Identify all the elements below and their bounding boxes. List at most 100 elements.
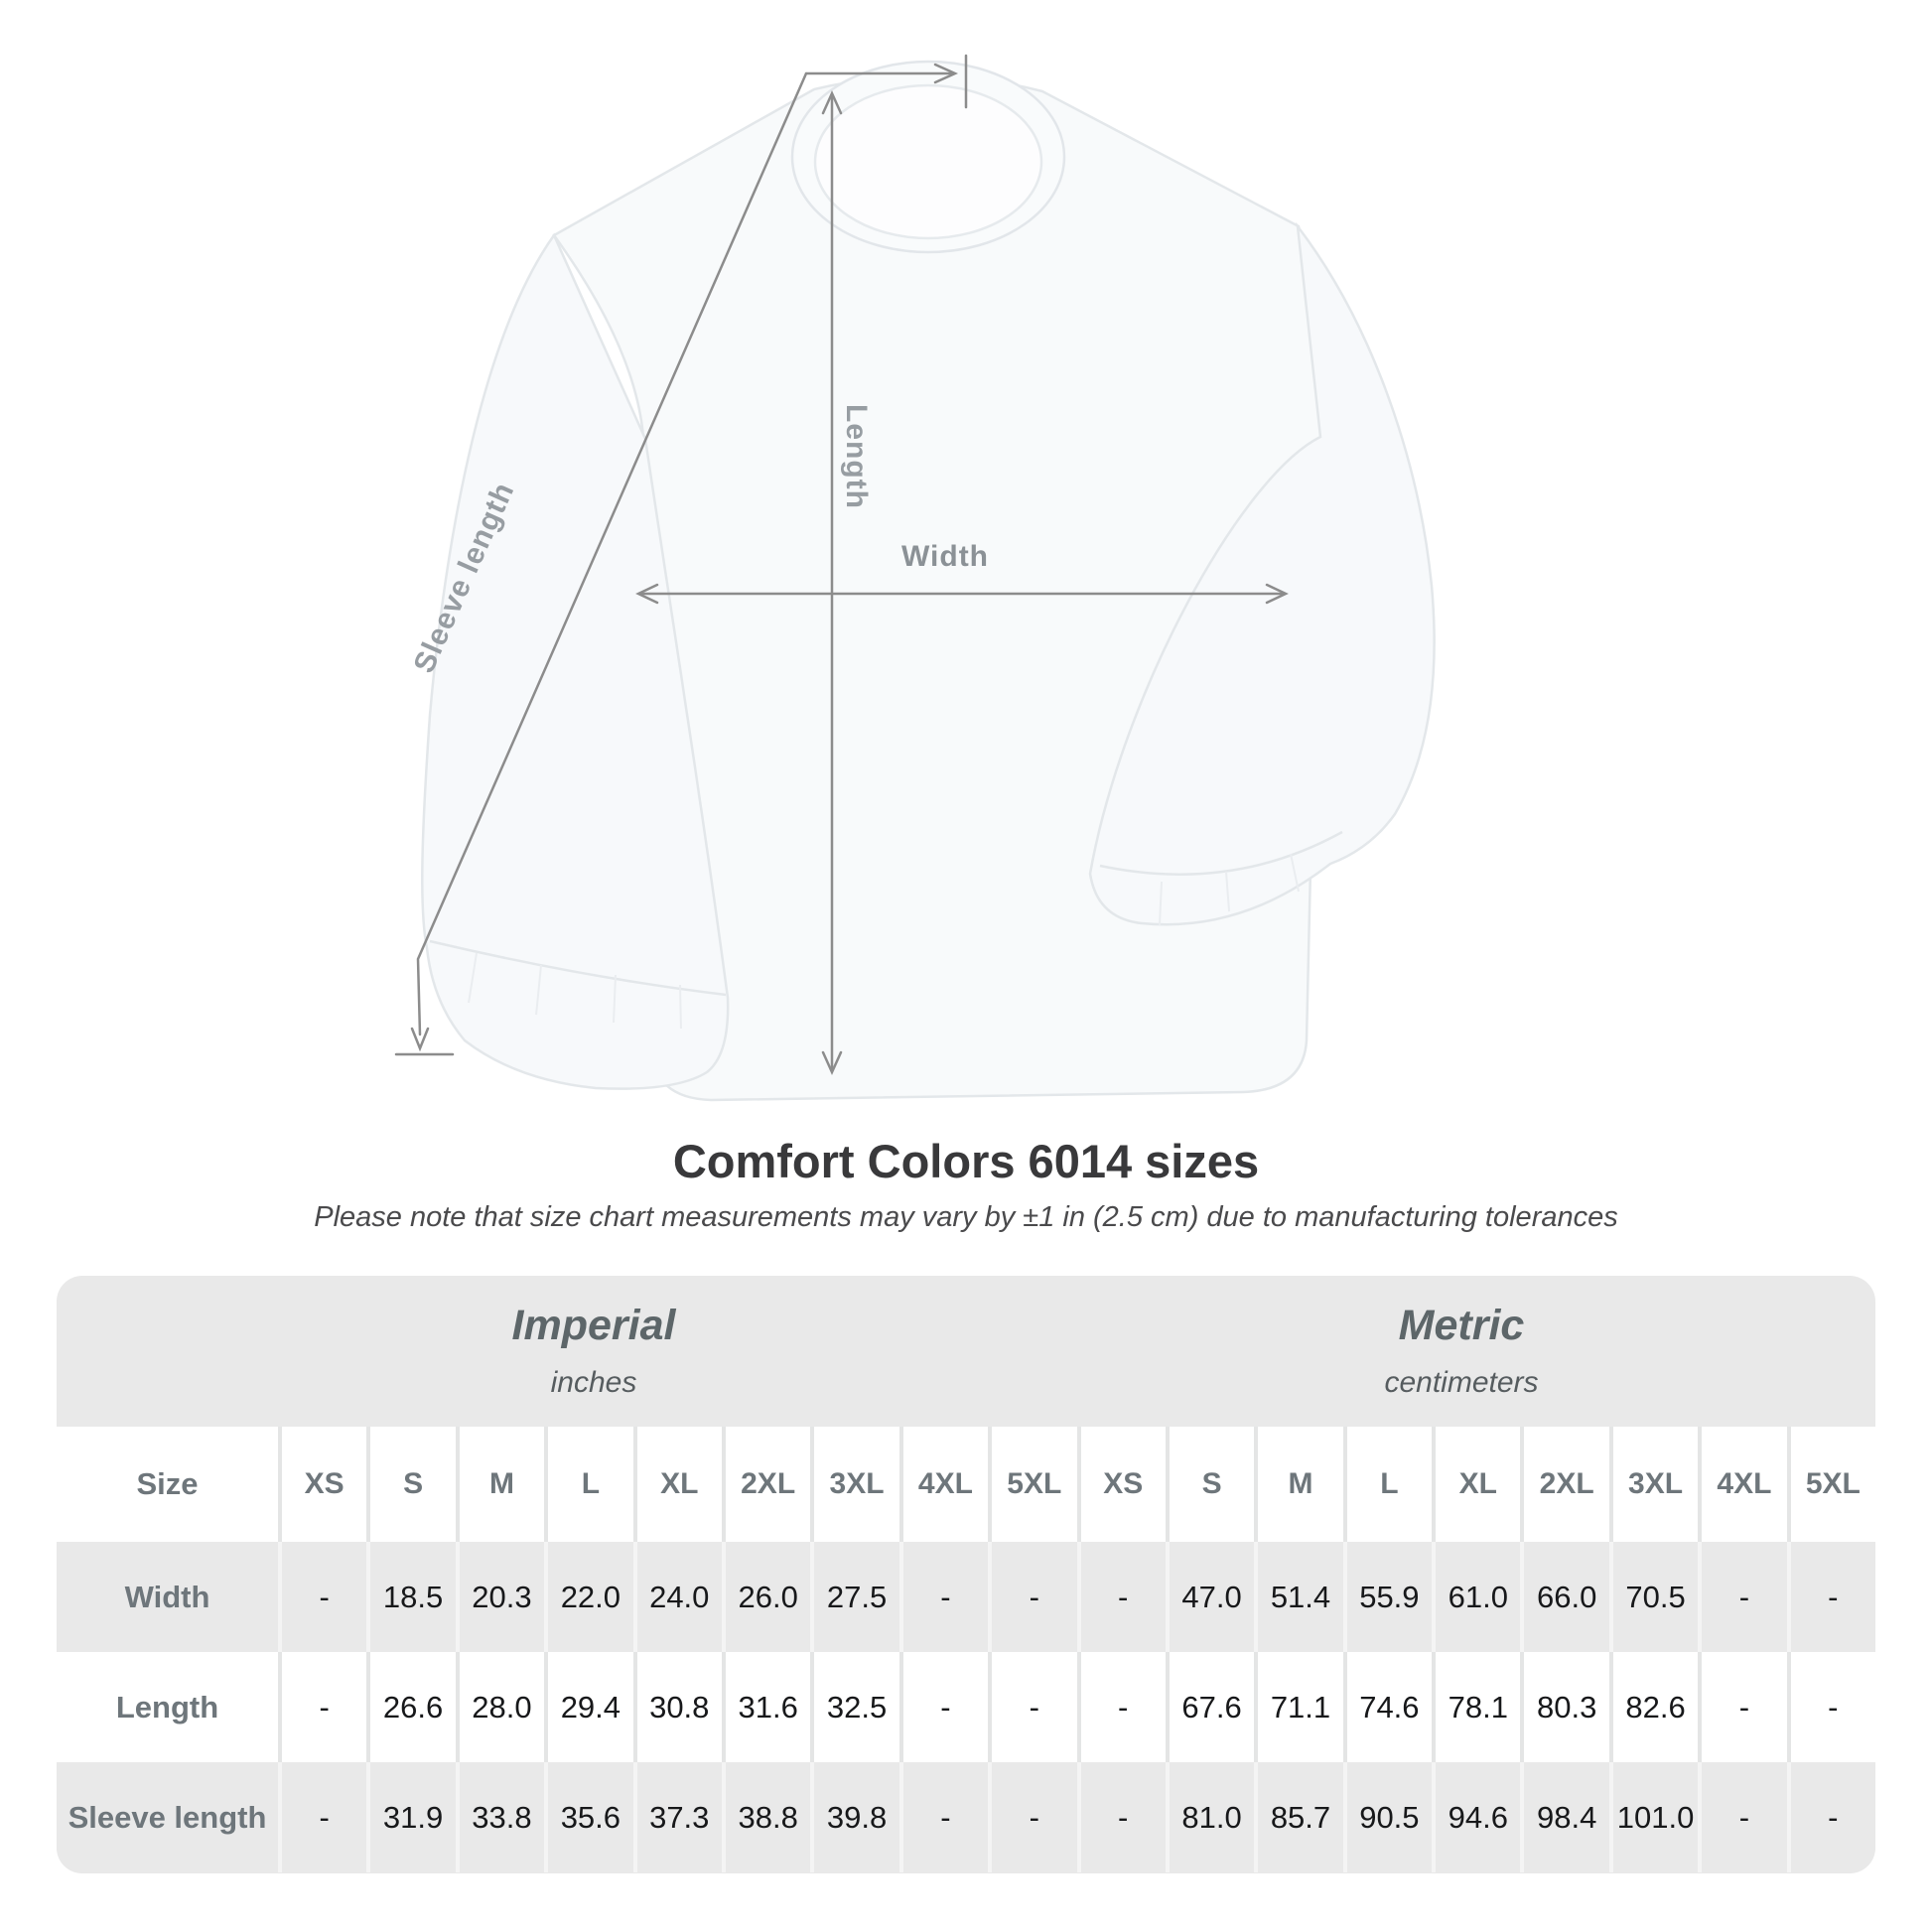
measurement-cell: 27.5 xyxy=(810,1542,898,1652)
size-column-header: 3XL xyxy=(1608,1427,1698,1542)
measurement-cell: - xyxy=(1786,1762,1875,1872)
size-column-header: XL xyxy=(1432,1427,1520,1542)
measurement-rows: Width -18.5 20.3 22.0 24.0 26.0 27.5- - -47.0 51.… xyxy=(57,1542,1875,1872)
right-cuff-gathers xyxy=(1159,853,1300,926)
measurement-cell: - xyxy=(988,1652,1076,1762)
measurement-cell: - xyxy=(1698,1652,1786,1762)
left-cuff-seam xyxy=(429,939,727,997)
measurement-cell: - xyxy=(1076,1542,1166,1652)
measurement-cell: - xyxy=(1786,1652,1875,1762)
size-column-header: 5XL xyxy=(1786,1427,1875,1542)
measurement-cell: 28.0 xyxy=(455,1652,544,1762)
size-column-header: M xyxy=(455,1427,544,1542)
size-column-title: Size xyxy=(136,1466,199,1501)
measurement-row: Length -26.6 28.0 29.4 30.8 31.6 32.5- - -67.6 71… xyxy=(57,1652,1875,1762)
measurement-cell: 39.8 xyxy=(810,1762,898,1872)
measurement-row: Sleeve length -31.9 33.8 35.6 37.3 38.8 39.8- -… xyxy=(57,1762,1875,1872)
sleeve-length-arrow xyxy=(416,71,808,1036)
row-label: Sleeve length xyxy=(68,1799,267,1835)
measurement-cell: 80.3 xyxy=(1520,1652,1608,1762)
measurement-cell: 78.1 xyxy=(1432,1652,1520,1762)
measurement-cell: - xyxy=(278,1542,366,1652)
row-label: Length xyxy=(115,1689,219,1725)
measurement-cell: 82.6 xyxy=(1608,1652,1698,1762)
measurement-row: Width -18.5 20.3 22.0 24.0 26.0 27.5- - -47.0 51.… xyxy=(57,1542,1875,1652)
imperial-title: Imperial xyxy=(511,1302,676,1349)
length-arrowhead-bottom xyxy=(821,1050,843,1076)
measurement-cell: 74.6 xyxy=(1342,1652,1432,1762)
size-column-header: 4XL xyxy=(1698,1427,1786,1542)
measurement-cell: 70.5 xyxy=(1608,1542,1698,1652)
measurement-cell: 101.0 xyxy=(1608,1762,1698,1872)
size-column-header: XL xyxy=(632,1427,722,1542)
size-column-header: XS xyxy=(278,1427,366,1542)
size-column-header: 2XL xyxy=(1520,1427,1608,1542)
measurement-cell: - xyxy=(988,1542,1076,1652)
measurement-cell: 22.0 xyxy=(544,1542,632,1652)
sleeve-length-arrowhead xyxy=(410,1027,430,1052)
shirt-left-sleeve xyxy=(421,232,730,1090)
measurement-cell: 24.0 xyxy=(632,1542,722,1652)
size-column-header: XS xyxy=(1076,1427,1166,1542)
measurement-cell: - xyxy=(1698,1542,1786,1652)
measurement-cell: 67.6 xyxy=(1165,1652,1254,1762)
measurement-cell: 20.3 xyxy=(455,1542,544,1652)
measurement-cell: 38.8 xyxy=(721,1762,810,1872)
size-column-header: S xyxy=(1165,1427,1254,1542)
shirt-illustration xyxy=(394,54,1436,1102)
measurement-cell: 37.3 xyxy=(632,1762,722,1872)
size-column-header: S xyxy=(366,1427,455,1542)
measurement-cell: - xyxy=(898,1652,988,1762)
measurement-cell: - xyxy=(988,1762,1076,1872)
metric-title: Metric xyxy=(1398,1302,1525,1349)
shirt-right-sleeve xyxy=(1088,221,1436,926)
size-column-header: 4XL xyxy=(898,1427,988,1542)
shirt-collar-opening xyxy=(813,83,1043,240)
measurement-cell: 31.6 xyxy=(721,1652,810,1762)
measurement-cell: 30.8 xyxy=(632,1652,722,1762)
left-cuff-gathers xyxy=(468,952,682,1030)
measurement-cell: - xyxy=(898,1542,988,1652)
measurement-cell: 29.4 xyxy=(544,1652,632,1762)
measurement-cell: 33.8 xyxy=(455,1762,544,1872)
metric-unit-label: centimeters xyxy=(1384,1366,1539,1399)
size-header-row: Size XS S M L XL 2XL 3XL 4XL 5XL XS S M L XL 2XL 3XL 4XL 5… xyxy=(57,1427,1875,1542)
measurement-cell: 90.5 xyxy=(1342,1762,1432,1872)
measurement-cell: 26.0 xyxy=(721,1542,810,1652)
measurement-cell: - xyxy=(1076,1762,1166,1872)
width-label: Width xyxy=(900,540,990,573)
measurement-cell: 66.0 xyxy=(1520,1542,1608,1652)
size-column-header: L xyxy=(544,1427,632,1542)
measurement-cell: - xyxy=(1076,1652,1166,1762)
size-column-header: 2XL xyxy=(721,1427,810,1542)
right-cuff-seam xyxy=(1099,830,1343,876)
measurement-cell: 32.5 xyxy=(810,1652,898,1762)
tolerance-note: Please note that size chart measurements… xyxy=(314,1201,1618,1233)
measurement-cell: 47.0 xyxy=(1165,1542,1254,1652)
measurement-cell: 18.5 xyxy=(366,1542,455,1652)
length-label: Length xyxy=(840,404,873,509)
size-column-header: 3XL xyxy=(810,1427,898,1542)
row-label: Width xyxy=(124,1579,210,1614)
size-table: Imperial inches Metric centimeters Size X… xyxy=(57,1276,1875,1873)
measurement-cell: 94.6 xyxy=(1432,1762,1520,1872)
imperial-header: Imperial inches xyxy=(512,1302,676,1400)
measurement-cell: - xyxy=(278,1762,366,1872)
shoulder-reference-arrowhead xyxy=(933,63,959,84)
measurement-cell: - xyxy=(1698,1762,1786,1872)
unit-header-band: Imperial inches Metric centimeters xyxy=(57,1276,1875,1427)
shirt-measurement-diagram: Sleeve length Length Width xyxy=(394,54,1436,1102)
metric-header: Metric centimeters xyxy=(1384,1302,1538,1400)
length-arrowhead-top xyxy=(821,89,843,115)
measurement-cell: 71.1 xyxy=(1254,1652,1342,1762)
measurement-cell: - xyxy=(898,1762,988,1872)
measurement-cell: 98.4 xyxy=(1520,1762,1608,1872)
width-arrowhead-right xyxy=(1265,583,1289,605)
measurement-cell: 26.6 xyxy=(366,1652,455,1762)
measurement-cell: 81.0 xyxy=(1165,1762,1254,1872)
measurement-cell: 85.7 xyxy=(1254,1762,1342,1872)
measurement-cell: 61.0 xyxy=(1432,1542,1520,1652)
measurement-cell: - xyxy=(278,1652,366,1762)
measurement-cell: 55.9 xyxy=(1342,1542,1432,1652)
